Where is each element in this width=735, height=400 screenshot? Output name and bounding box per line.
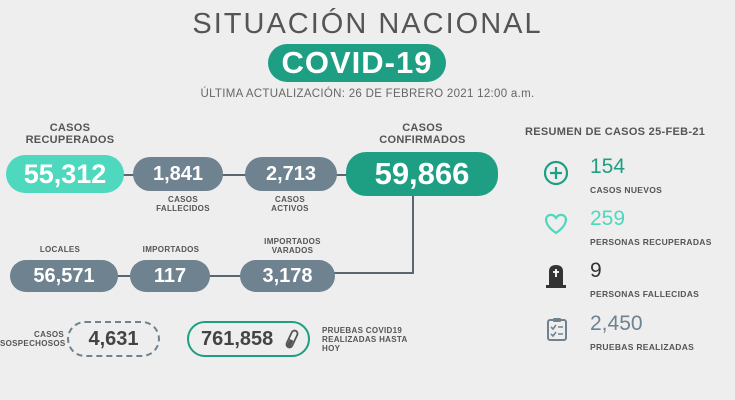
activos-value: 2,713 <box>245 157 337 191</box>
pruebas-box: 761,858 <box>187 321 310 357</box>
locales-label: LOCALES <box>39 245 81 254</box>
importados-label: IMPORTADOS <box>142 245 200 254</box>
recuperados-label: CASOS RECUPERADOS <box>25 122 115 146</box>
plus-circle-icon <box>543 160 569 191</box>
fallecidas-value: 9 <box>590 259 602 282</box>
recuperadas-value: 259 <box>590 207 626 230</box>
fallecidos-label: CASOS FALLECIDOS <box>156 195 210 213</box>
nuevos-value: 154 <box>590 155 626 178</box>
last-update: ÚLTIMA ACTUALIZACIÓN: 26 DE FEBRERO 2021… <box>200 88 535 100</box>
pruebas-realizadas-value: 2,450 <box>590 312 643 335</box>
nuevos-label: CASOS NUEVOS <box>590 185 663 195</box>
page-title: SITUACIÓN NACIONAL <box>192 8 543 40</box>
tombstone-icon <box>545 263 567 294</box>
heart-icon <box>542 212 570 241</box>
fallecidos-value: 1,841 <box>133 157 223 191</box>
locales-value: 56,571 <box>10 260 118 292</box>
pruebas-value: 761,858 <box>201 328 274 350</box>
importados-value: 117 <box>130 260 210 292</box>
activos-label: CASOS ACTIVOS <box>271 195 309 213</box>
test-tube-icon <box>284 328 300 357</box>
covid-badge: COVID-19 <box>268 44 446 82</box>
connector-line <box>120 174 360 176</box>
recuperados-value: 55,312 <box>6 155 124 193</box>
resumen-title: RESUMEN DE CASOS 25-FEB-21 <box>525 126 706 138</box>
clipboard-check-icon <box>546 316 568 347</box>
recuperadas-label: PERSONAS RECUPERADAS <box>590 237 712 247</box>
pruebas-label: PRUEBAS COVID19 REALIZADAS HASTA HOY <box>322 326 408 353</box>
fallecidas-label: PERSONAS FALLECIDAS <box>590 289 700 299</box>
connector-elbow <box>330 190 414 274</box>
confirmados-value: 59,866 <box>346 152 498 196</box>
sospechosos-value: 4,631 <box>67 321 160 357</box>
varados-label: IMPORTADOS VARADOS <box>264 237 321 255</box>
pruebas-realizadas-label: PRUEBAS REALIZADAS <box>590 342 695 352</box>
confirmados-label: CASOS CONFIRMADOS <box>379 122 466 146</box>
varados-value: 3,178 <box>240 260 335 292</box>
sospechosos-label: CASOS SOSPECHOSOS <box>0 330 66 348</box>
